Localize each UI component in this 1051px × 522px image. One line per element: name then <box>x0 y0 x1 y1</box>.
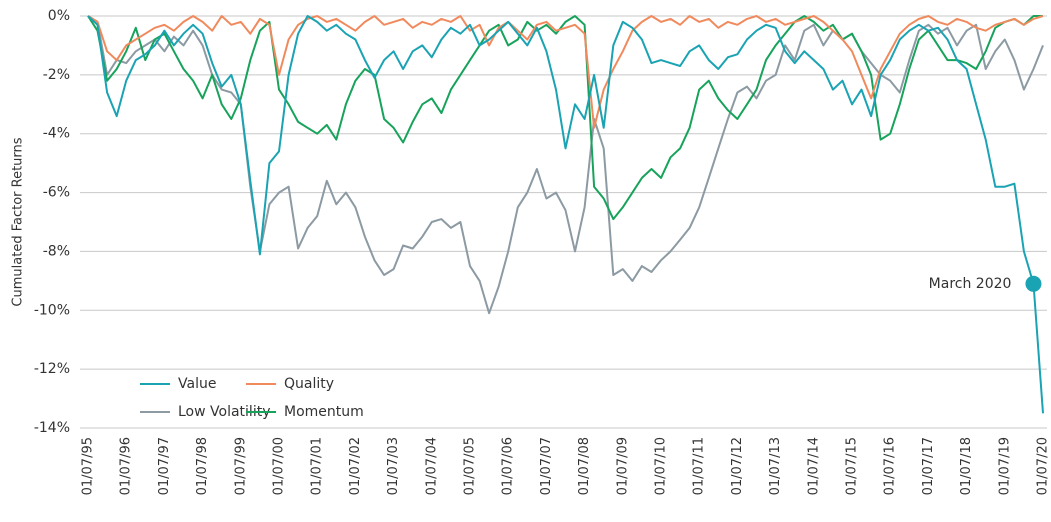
series-line <box>87 15 1044 414</box>
x-tick-label: 01/07/06 <box>501 437 516 495</box>
series-line <box>87 15 1044 129</box>
legend-label: Momentum <box>284 404 364 420</box>
x-tick-label: 01/07/14 <box>806 437 821 495</box>
series-line <box>87 15 1044 315</box>
x-tick-label: 01/07/15 <box>845 437 860 495</box>
y-axis-label: Cumulated Factor Returns <box>11 137 26 306</box>
x-tick-label: 01/07/03 <box>386 437 401 495</box>
x-tick-label: 01/07/18 <box>959 437 974 495</box>
y-tick-label: -2% <box>43 67 70 83</box>
x-tick-label: 01/07/11 <box>692 437 707 495</box>
y-tick-label: -4% <box>43 126 70 142</box>
annotation: March 2020 <box>929 276 1012 292</box>
x-tick-label: 01/07/00 <box>272 437 287 495</box>
legend-label: Value <box>178 376 216 392</box>
y-tick-label: -8% <box>43 243 70 259</box>
annotation-point <box>1025 275 1042 292</box>
x-tick-label: 01/07/95 <box>81 437 96 495</box>
legend-label: Quality <box>284 376 334 392</box>
x-tick-label: 01/07/07 <box>539 437 554 495</box>
y-tick-label: 0% <box>48 8 70 24</box>
x-tick-label: 01/07/17 <box>921 437 936 495</box>
x-tick-label: 01/07/12 <box>730 437 745 495</box>
x-tick-label: 01/07/02 <box>348 437 363 495</box>
y-tick-label: -14% <box>34 420 70 436</box>
x-tick-label: 01/07/96 <box>119 437 134 495</box>
x-tick-label: 01/07/05 <box>463 437 478 495</box>
x-tick-label: 01/07/16 <box>883 437 898 495</box>
x-tick-label: 01/07/01 <box>310 437 325 495</box>
x-tick-label: 01/07/09 <box>615 437 630 495</box>
series-line <box>87 15 1043 221</box>
x-tick-label: 01/07/08 <box>577 437 592 495</box>
x-tick-label: 01/07/98 <box>195 437 210 495</box>
x-tick-label: 01/07/13 <box>768 437 783 495</box>
y-tick-label: -6% <box>43 185 70 201</box>
y-tick-label: -10% <box>34 302 70 318</box>
x-tick-label: 01/07/10 <box>654 437 669 495</box>
x-tick-label: 01/07/20 <box>1036 437 1051 495</box>
x-tick-label: 01/07/99 <box>233 437 248 495</box>
x-tick-label: 01/07/97 <box>157 437 172 495</box>
x-tick-label: 01/07/04 <box>424 437 439 495</box>
legend-label: Low Volatility <box>178 404 270 420</box>
x-tick-label: 01/07/19 <box>997 437 1012 495</box>
y-tick-label: -12% <box>34 361 70 377</box>
